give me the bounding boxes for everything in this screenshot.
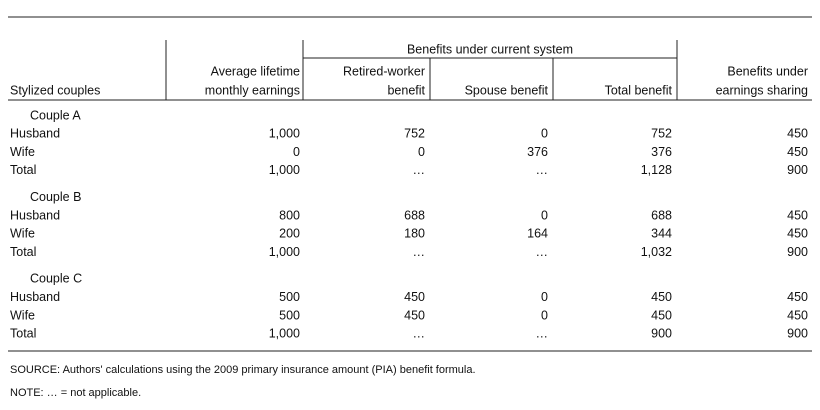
cell: 500 [279, 308, 300, 322]
cell: 900 [787, 327, 808, 341]
cell: 164 [527, 227, 548, 241]
cell: 450 [404, 308, 425, 322]
cell: 688 [404, 208, 425, 222]
cell: … [536, 327, 549, 341]
cell: 500 [279, 290, 300, 304]
cell: 1,000 [269, 163, 300, 177]
group-label: Couple A [30, 108, 81, 122]
cell: 450 [787, 290, 808, 304]
row-label: Wife [10, 308, 35, 322]
cell: … [536, 163, 549, 177]
column-header: Retired-worker [343, 64, 425, 78]
cell: 0 [541, 208, 548, 222]
cell: 450 [651, 290, 672, 304]
cell: 800 [279, 208, 300, 222]
cell: … [536, 245, 549, 259]
cell: 0 [541, 127, 548, 141]
row-label: Husband [10, 127, 60, 141]
cell: 344 [651, 227, 672, 241]
cell: 0 [541, 308, 548, 322]
cell: 450 [787, 145, 808, 159]
row-label: Husband [10, 208, 60, 222]
cell: 450 [787, 308, 808, 322]
cell: 752 [404, 127, 425, 141]
cell: 900 [787, 163, 808, 177]
column-header: Benefits under [727, 64, 808, 78]
column-header: Spouse benefit [465, 83, 549, 97]
column-header: Average lifetime [211, 64, 300, 78]
cell: 450 [787, 227, 808, 241]
group-header: Benefits under current system [407, 42, 573, 56]
cell: 450 [787, 208, 808, 222]
column-header: Total benefit [605, 83, 673, 97]
cell: 376 [527, 145, 548, 159]
cell: 1,032 [641, 245, 672, 259]
cell: 200 [279, 227, 300, 241]
cell: 376 [651, 145, 672, 159]
row-label: Total [10, 245, 36, 259]
cell: 688 [651, 208, 672, 222]
cell: 1,000 [269, 327, 300, 341]
cell: … [413, 163, 426, 177]
row-label: Husband [10, 290, 60, 304]
row-label: Total [10, 327, 36, 341]
column-header: Stylized couples [10, 83, 100, 97]
cell: … [413, 327, 426, 341]
row-label: Total [10, 163, 36, 177]
column-header: monthly earnings [205, 83, 300, 97]
row-label: Wife [10, 145, 35, 159]
cell: 1,128 [641, 163, 672, 177]
cell: 450 [787, 127, 808, 141]
group-label: Couple C [30, 272, 82, 286]
cell: 0 [293, 145, 300, 159]
row-label: Wife [10, 227, 35, 241]
cell: 0 [541, 290, 548, 304]
cell: 0 [418, 145, 425, 159]
cell: 180 [404, 227, 425, 241]
cell: 900 [651, 327, 672, 341]
cell: 450 [651, 308, 672, 322]
footnote: NOTE: … = not applicable. [10, 387, 141, 399]
column-header: earnings sharing [716, 83, 808, 97]
cell: 752 [651, 127, 672, 141]
column-header: benefit [387, 83, 425, 97]
cell: 1,000 [269, 127, 300, 141]
cell: 450 [404, 290, 425, 304]
cell: … [413, 245, 426, 259]
group-label: Couple B [30, 190, 81, 204]
footnote: SOURCE: Authors' calculations using the … [10, 364, 476, 376]
cell: 900 [787, 245, 808, 259]
cell: 1,000 [269, 245, 300, 259]
